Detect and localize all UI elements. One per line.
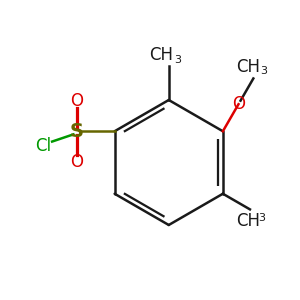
Text: 3: 3 bbox=[259, 213, 266, 223]
Text: O: O bbox=[232, 95, 245, 113]
Text: CH: CH bbox=[236, 58, 260, 76]
Text: S: S bbox=[70, 122, 84, 141]
Text: O: O bbox=[70, 153, 84, 171]
Text: Cl: Cl bbox=[35, 137, 51, 155]
Text: CH: CH bbox=[236, 212, 260, 230]
Text: CH: CH bbox=[149, 46, 173, 64]
Text: 3: 3 bbox=[174, 55, 181, 65]
Text: 3: 3 bbox=[260, 67, 267, 76]
Text: O: O bbox=[70, 92, 84, 110]
